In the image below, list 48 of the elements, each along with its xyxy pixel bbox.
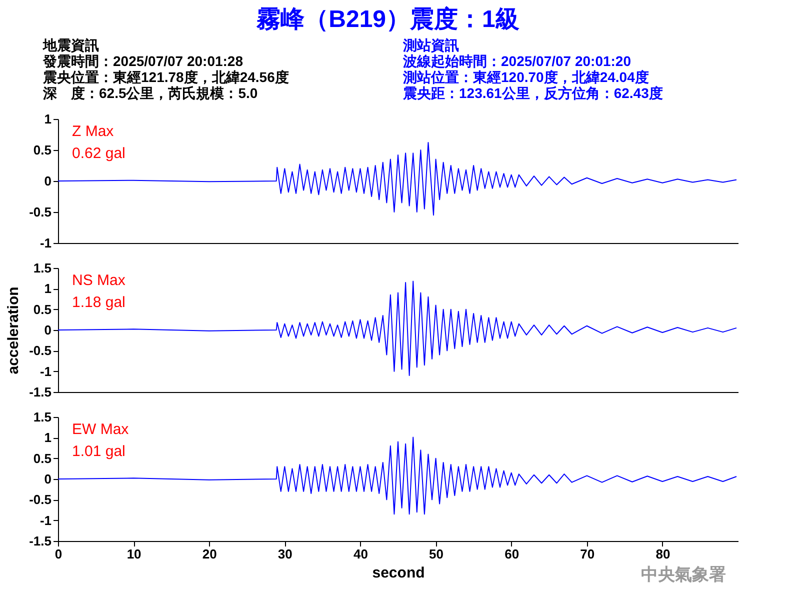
y-tick-label: 0.5 xyxy=(33,142,52,158)
y-tick-label: -0.5 xyxy=(29,204,52,220)
annotation: Z Max xyxy=(72,123,114,140)
text: 震央位置：東經121.78度，北緯24.56度 xyxy=(42,69,289,85)
y-tick-label: -1 xyxy=(40,512,52,528)
text: 發震時間：2025/07/07 20:01:28 xyxy=(42,53,244,69)
text: 霧峰（B219）震度：1級 xyxy=(256,6,520,33)
y-tick-label: 0.5 xyxy=(33,302,52,317)
y-tick-label: -1.5 xyxy=(29,384,52,400)
x-tick-label: 20 xyxy=(202,546,217,562)
annotation: EW Max xyxy=(72,421,130,438)
y-axis-title: acceleration xyxy=(5,286,22,374)
text: 地震資訊 xyxy=(42,37,99,53)
text: 測站位置：東經120.70度，北緯24.04度 xyxy=(402,69,649,85)
annotation: 1.01 gal xyxy=(72,443,126,460)
y-tick-label: 1.5 xyxy=(33,260,52,276)
y-tick-label: 1.5 xyxy=(33,410,52,424)
annotation: 1.18 gal xyxy=(72,294,126,311)
y-tick-label: -1.5 xyxy=(29,534,52,548)
y-tick-label: 0.5 xyxy=(33,450,52,466)
y-tick-label: 1 xyxy=(44,112,52,126)
y-tick-label: 1 xyxy=(44,430,52,446)
y-tick-label: 0 xyxy=(44,472,52,486)
line-series xyxy=(58,436,737,515)
x-tick-label: 80 xyxy=(656,546,670,562)
text: 波線起始時間：2025/07/07 20:01:20 xyxy=(402,53,632,69)
y-tick-label: -1 xyxy=(40,364,52,379)
x-tick-label: 60 xyxy=(504,546,520,562)
x-tick-label: 0 xyxy=(54,546,62,562)
y-tick-label: 0 xyxy=(44,174,52,188)
y-tick-label: -0.5 xyxy=(29,492,52,508)
x-tick-label: 30 xyxy=(278,546,292,562)
annotation: 0.62 gal xyxy=(72,145,126,162)
annotation: NS Max xyxy=(72,272,126,289)
x-tick-label: 10 xyxy=(126,546,142,562)
text: 震央距：123.61公里，反方位角：62.43度 xyxy=(402,85,663,101)
y-tick-label: -1 xyxy=(40,236,52,250)
x-tick-label: 70 xyxy=(580,546,595,562)
x-tick-label: 50 xyxy=(429,546,444,562)
text: 測站資訊 xyxy=(402,37,459,53)
y-tick-label: -0.5 xyxy=(29,343,52,358)
x-tick-label: 40 xyxy=(353,546,368,562)
y-tick-label: 0 xyxy=(44,322,52,338)
y-tick-label: 1 xyxy=(44,281,52,296)
line-series xyxy=(58,142,737,216)
text: 深 度：62.5公里，芮氏規模：5.0 xyxy=(42,85,258,101)
x-axis-title: second xyxy=(372,564,425,582)
text: 中央氣象署 xyxy=(641,565,726,585)
